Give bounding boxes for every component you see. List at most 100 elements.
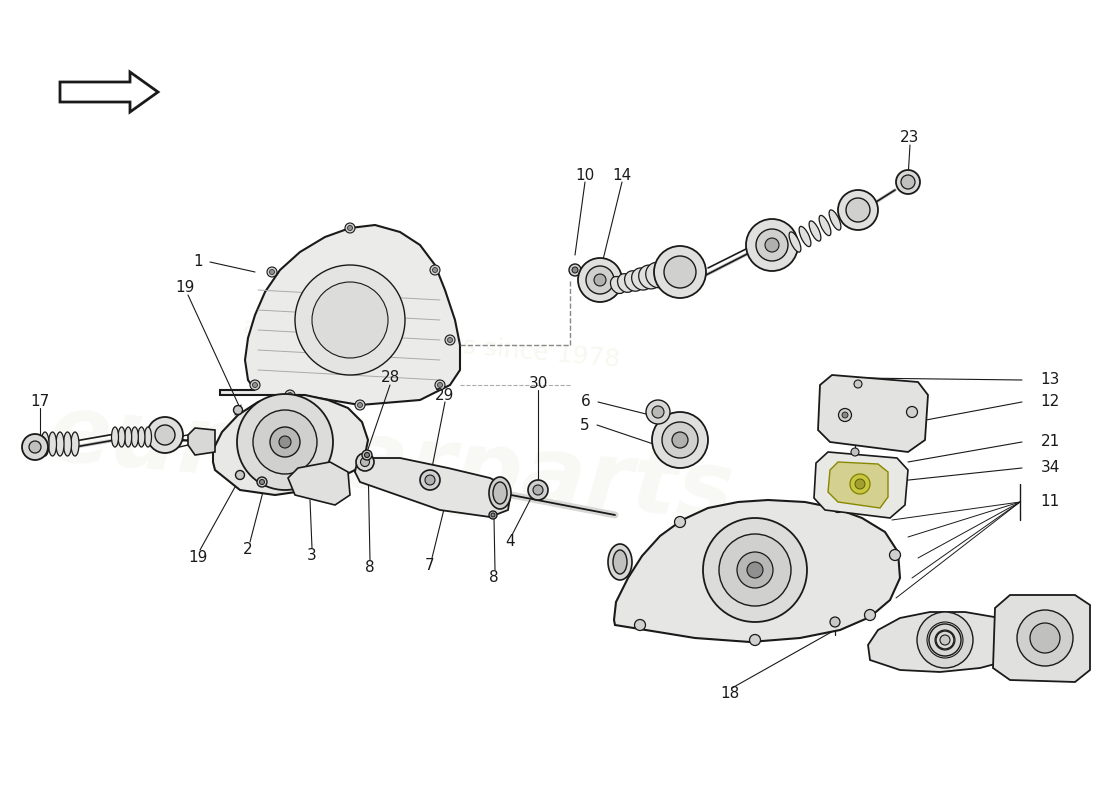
Ellipse shape (493, 482, 507, 504)
Text: 5: 5 (580, 418, 590, 433)
Text: 18: 18 (720, 686, 739, 702)
Text: 29: 29 (436, 387, 454, 402)
Ellipse shape (124, 427, 132, 447)
Circle shape (747, 562, 763, 578)
Circle shape (490, 511, 497, 519)
Circle shape (594, 274, 606, 286)
Text: 21: 21 (1041, 434, 1059, 450)
Polygon shape (614, 500, 900, 642)
Ellipse shape (631, 268, 652, 290)
Polygon shape (188, 428, 214, 455)
Ellipse shape (131, 427, 139, 447)
Circle shape (846, 198, 870, 222)
Text: 2: 2 (243, 542, 253, 557)
Ellipse shape (799, 226, 811, 246)
Circle shape (1018, 610, 1072, 666)
Circle shape (654, 246, 706, 298)
Circle shape (850, 474, 870, 494)
Circle shape (270, 427, 300, 457)
Circle shape (420, 470, 440, 490)
Circle shape (446, 335, 455, 345)
Circle shape (927, 622, 962, 658)
Circle shape (930, 624, 961, 656)
Polygon shape (213, 395, 368, 495)
Circle shape (448, 338, 452, 342)
Ellipse shape (56, 432, 64, 456)
Circle shape (935, 630, 955, 650)
Circle shape (842, 412, 848, 418)
Circle shape (1030, 623, 1060, 653)
Ellipse shape (646, 262, 670, 288)
Ellipse shape (118, 427, 125, 447)
Text: 23: 23 (900, 130, 920, 146)
Text: 19: 19 (175, 281, 195, 295)
Circle shape (703, 518, 807, 622)
Text: 14: 14 (613, 167, 631, 182)
Circle shape (312, 282, 388, 358)
Circle shape (355, 400, 365, 410)
Circle shape (235, 470, 244, 479)
Ellipse shape (617, 274, 635, 292)
Circle shape (901, 175, 915, 189)
Text: 4: 4 (505, 534, 515, 550)
Circle shape (737, 552, 773, 588)
Circle shape (635, 619, 646, 630)
Circle shape (253, 410, 317, 474)
Circle shape (364, 453, 370, 458)
Polygon shape (355, 458, 510, 517)
Polygon shape (60, 72, 158, 112)
Circle shape (348, 226, 352, 230)
Text: a passion for parts since 1978: a passion for parts since 1978 (242, 315, 622, 373)
Circle shape (652, 406, 664, 418)
Text: 10: 10 (575, 167, 595, 182)
Circle shape (569, 264, 581, 276)
Ellipse shape (639, 265, 661, 289)
Circle shape (855, 479, 865, 489)
Text: 13: 13 (1041, 373, 1059, 387)
Circle shape (534, 485, 543, 495)
Ellipse shape (829, 210, 840, 230)
Circle shape (662, 422, 698, 458)
Text: 1: 1 (194, 254, 202, 270)
Ellipse shape (625, 270, 644, 291)
Circle shape (236, 394, 333, 490)
Text: 8: 8 (490, 570, 498, 585)
Text: 8: 8 (365, 559, 375, 574)
Circle shape (358, 402, 363, 407)
Text: 7: 7 (426, 558, 434, 573)
Circle shape (851, 448, 859, 456)
Polygon shape (868, 612, 1020, 672)
Text: 6: 6 (581, 394, 591, 410)
Ellipse shape (111, 427, 119, 447)
Circle shape (345, 223, 355, 233)
Circle shape (578, 258, 621, 302)
Text: 11: 11 (1041, 494, 1059, 510)
Circle shape (425, 475, 435, 485)
Text: 12: 12 (1041, 394, 1059, 410)
Circle shape (890, 550, 901, 561)
Circle shape (295, 265, 405, 375)
Circle shape (438, 382, 442, 387)
Ellipse shape (820, 215, 830, 236)
Circle shape (854, 380, 862, 388)
Circle shape (29, 441, 41, 453)
Ellipse shape (490, 477, 512, 509)
Circle shape (652, 412, 708, 468)
Circle shape (147, 417, 183, 453)
Circle shape (746, 219, 798, 271)
Circle shape (233, 406, 242, 414)
Text: 34: 34 (1041, 461, 1059, 475)
Circle shape (253, 382, 257, 387)
Circle shape (865, 610, 876, 621)
Circle shape (285, 390, 295, 400)
Circle shape (267, 267, 277, 277)
Ellipse shape (610, 277, 626, 294)
Polygon shape (288, 462, 350, 505)
Circle shape (838, 409, 851, 422)
Circle shape (279, 436, 292, 448)
Circle shape (833, 502, 844, 513)
Circle shape (257, 477, 267, 487)
Ellipse shape (48, 432, 56, 456)
Circle shape (362, 450, 372, 460)
Circle shape (22, 434, 48, 460)
